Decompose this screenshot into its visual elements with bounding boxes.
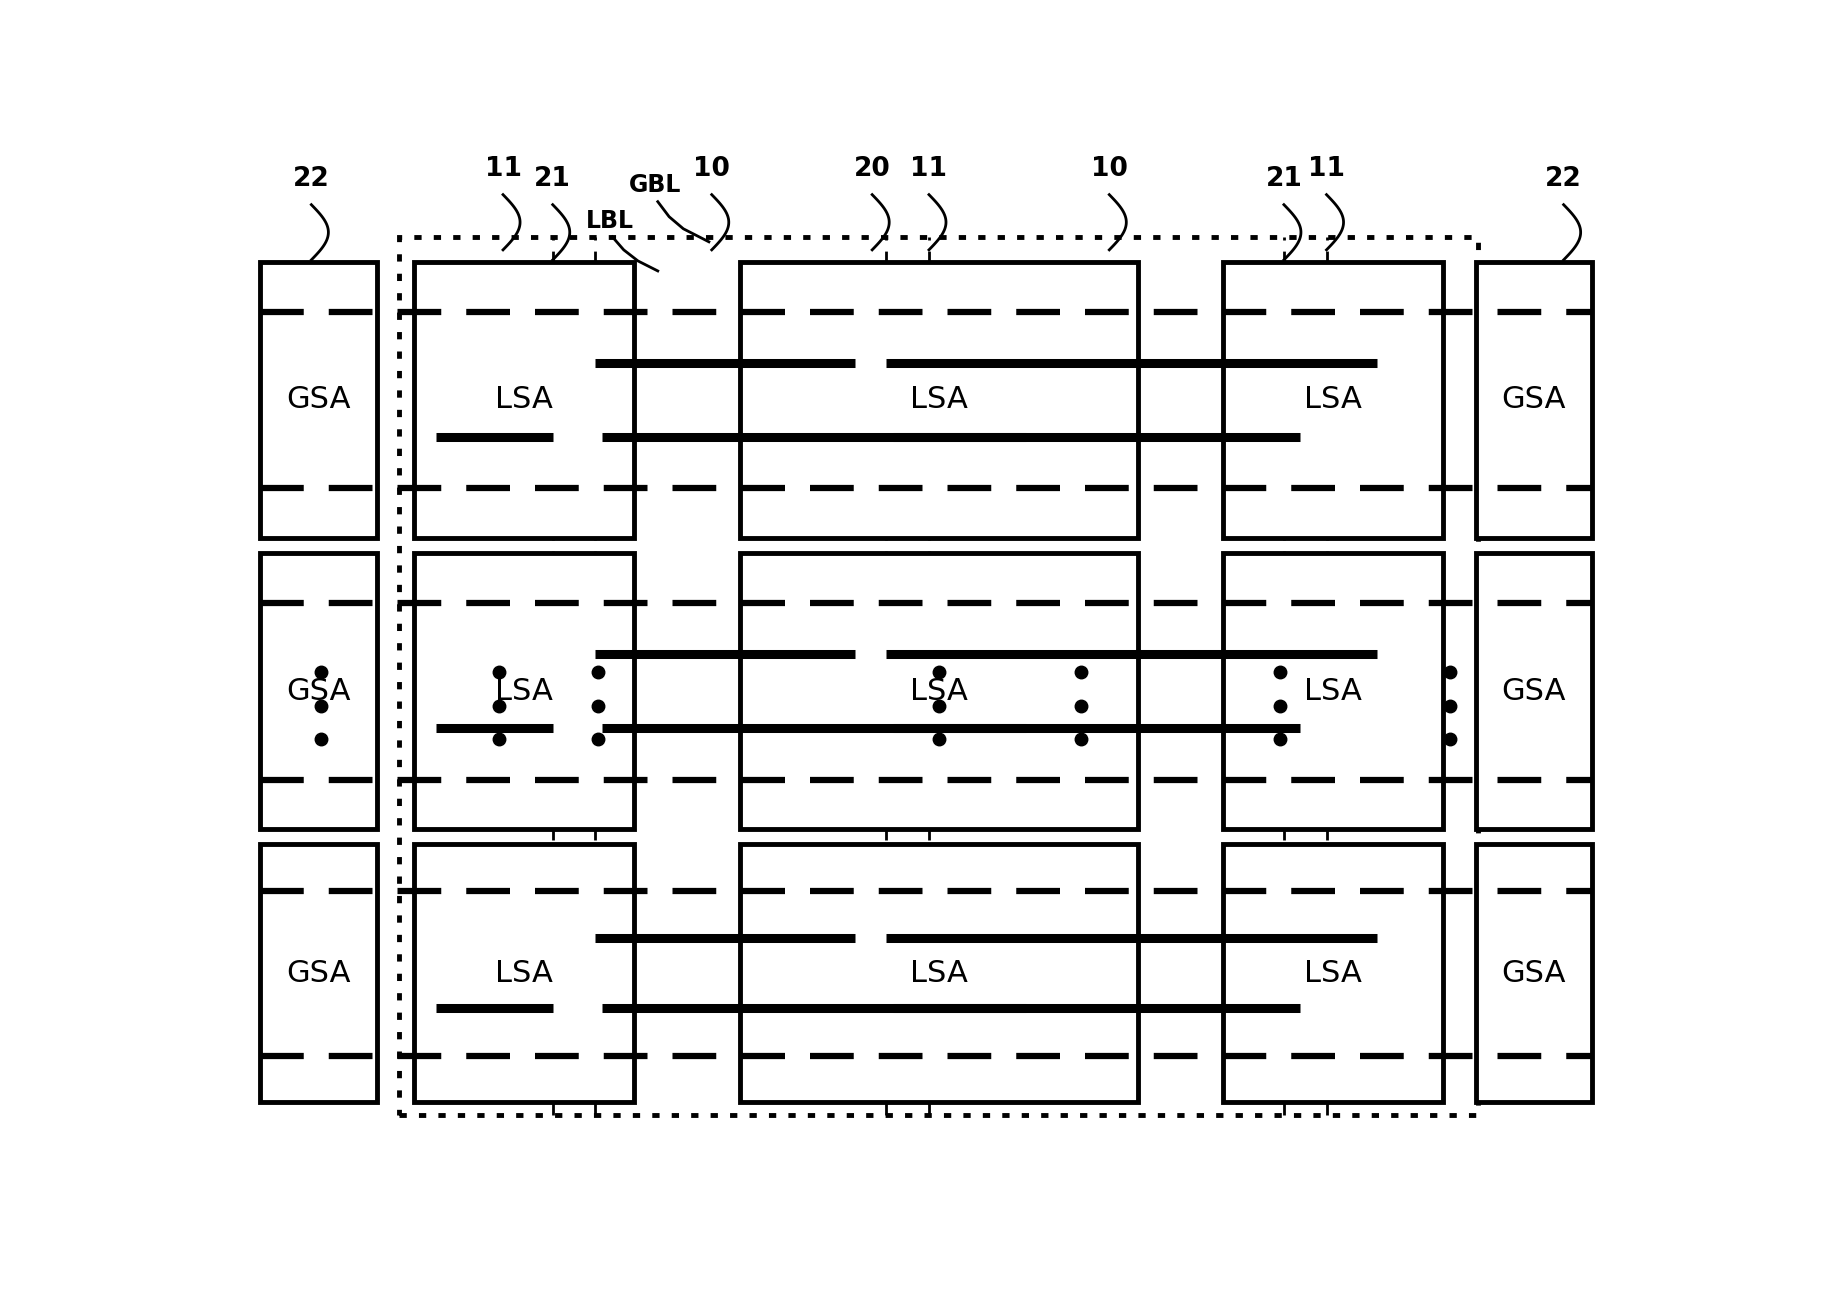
Bar [1222,262,1444,539]
Bar [414,262,634,539]
Text: GSA: GSA [1502,677,1566,705]
Text: GSA: GSA [286,386,350,415]
Bar [740,553,1138,829]
Bar [1475,844,1592,1102]
Text: 10: 10 [692,155,731,181]
Text: LSA: LSA [911,677,967,705]
Text: 22: 22 [293,166,330,192]
Bar [260,262,377,539]
Text: GSA: GSA [1502,386,1566,415]
Text: GSA: GSA [286,958,350,988]
Text: LSA: LSA [495,677,553,705]
Bar [399,237,1478,1115]
Bar [414,553,634,829]
Text: GSA: GSA [1502,958,1566,988]
Text: 22: 22 [1544,166,1583,192]
Text: GSA: GSA [286,677,350,705]
Text: LSA: LSA [911,958,967,988]
Bar [1222,553,1444,829]
Text: LSA: LSA [1304,958,1361,988]
Text: 11: 11 [911,155,947,181]
Bar [260,553,377,829]
Text: 20: 20 [854,155,890,181]
Text: LSA: LSA [911,386,967,415]
Text: GBL: GBL [628,172,682,197]
Bar [740,262,1138,539]
Bar [414,844,634,1102]
Text: 21: 21 [535,166,572,192]
Bar [1475,262,1592,539]
Bar [740,844,1138,1102]
Bar [1475,553,1592,829]
Text: LSA: LSA [495,386,553,415]
Text: LBL: LBL [586,209,634,233]
Text: 11: 11 [1308,155,1345,181]
Text: LSA: LSA [495,958,553,988]
Text: 21: 21 [1266,166,1303,192]
Text: LSA: LSA [1304,386,1361,415]
Bar [1222,844,1444,1102]
Bar [260,844,377,1102]
Text: 10: 10 [1090,155,1129,181]
Text: LSA: LSA [1304,677,1361,705]
Text: 11: 11 [484,155,522,181]
